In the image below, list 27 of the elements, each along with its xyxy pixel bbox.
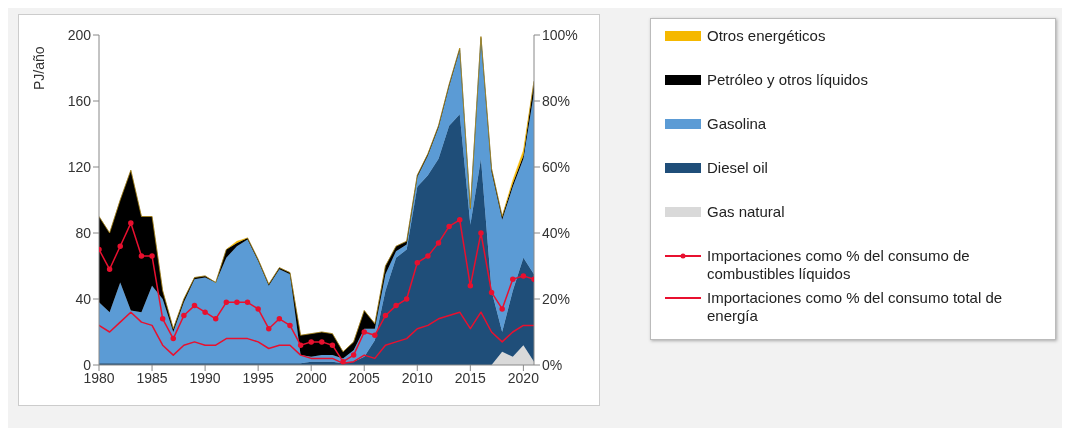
legend-label: Importaciones como % del consumo de combustibles líquidos	[707, 247, 971, 283]
legend-label: Otros energéticos	[707, 27, 826, 45]
legend-label: Importaciones como % del consumo total de energía	[707, 289, 1004, 325]
x-tick-label: 1990	[189, 369, 221, 386]
x-tick-label: 2010	[401, 369, 434, 386]
y-tick-label: 200	[67, 26, 92, 43]
y-tick-label: 160	[67, 92, 92, 109]
y-axis-title: PJ/año	[30, 46, 47, 90]
legend-label: Gas natural	[707, 203, 785, 221]
x-tick-label: 2015	[454, 369, 487, 386]
y-tick-label: 40	[75, 290, 92, 307]
x-tick-label: 2005	[348, 369, 381, 386]
y2-tick-label: 40%	[542, 224, 571, 241]
y2-tick-label: 80%	[542, 92, 571, 109]
y2-tick-label: 60%	[542, 158, 571, 175]
x-tick-label: 1985	[136, 369, 168, 386]
x-tick-label: 1995	[242, 369, 274, 386]
y2-tick-label: 0%	[542, 356, 563, 373]
legend-label: Gasolina	[707, 115, 767, 133]
y2-tick-label: 100%	[542, 26, 578, 43]
y-tick-label: 80	[75, 224, 92, 241]
x-tick-label: 2020	[507, 369, 540, 386]
legend-label: Petróleo y otros líquidos	[707, 71, 868, 89]
y-tick-label: 120	[67, 158, 92, 175]
y2-tick-label: 20%	[542, 290, 571, 307]
x-tick-label: 2000	[295, 369, 327, 386]
legend-label: Diesel oil	[707, 159, 768, 177]
